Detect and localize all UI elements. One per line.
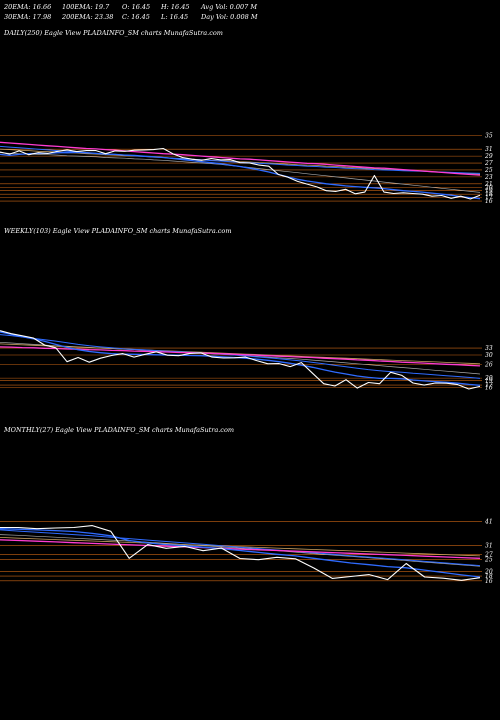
weekly-y-tick-label: 19 — [485, 377, 493, 384]
day-vol-label: Day Vol: 0.008 M — [201, 13, 258, 21]
monthly-y-tick-label: 27 — [484, 552, 493, 559]
weekly-chart-title: WEEKLY(103) Eagle View PLADAINFO_SM char… — [4, 227, 232, 235]
monthly-ema-blue-line — [0, 528, 481, 578]
monthly-y-tick-label: 16 — [485, 578, 493, 585]
daily-ema-blue-line — [0, 151, 481, 200]
ema30-label: 30EMA: 17.98 — [4, 13, 52, 21]
daily-y-tick-label: 16 — [485, 198, 493, 205]
weekly-y-tick-label: 16 — [485, 384, 493, 391]
ema100-label: 100EMA: 19.7 — [62, 3, 110, 11]
monthly-price-line — [0, 525, 481, 581]
monthly-ema-tan-line — [0, 537, 481, 557]
monthly-y-tick-label: 41 — [484, 519, 493, 526]
weekly-y-tick-label: 33 — [485, 345, 493, 352]
monthly-y-tick-label: 31 — [485, 542, 493, 549]
daily-y-tick-label: 35 — [485, 132, 493, 139]
weekly-ema-blue-line — [0, 331, 481, 386]
weekly-y-tick-label: 20 — [484, 375, 493, 382]
monthly-ema-magenta-line — [0, 539, 481, 559]
monthly-y-tick-label: 18 — [485, 573, 493, 580]
monthly-chart-title: MONTHLY(27) Eagle View PLADAINFO_SM char… — [4, 426, 235, 434]
monthly-ema-gray-line — [0, 534, 481, 567]
daily-ema-magenta-line — [0, 141, 481, 176]
daily-y-tick-label: 17 — [485, 195, 493, 202]
close-label: C: 16.45 — [122, 13, 150, 21]
ema200-label: 200EMA: 23.38 — [62, 13, 114, 21]
weekly-ema-magenta-line — [0, 346, 481, 367]
daily-y-tick-label: 19 — [485, 188, 493, 195]
daily-y-tick-label: 21 — [484, 181, 493, 188]
daily-chart-title: DAILY(250) Eagle View PLADAINFO_SM chart… — [4, 29, 223, 37]
weekly-y-tick-label: 26 — [484, 361, 493, 368]
high-label: H: 16.45 — [161, 3, 190, 11]
weekly-y-tick-label: 17 — [485, 382, 493, 389]
weekly-ema-blue-slow-line — [0, 334, 481, 379]
weekly-price-line — [0, 330, 481, 390]
daily-y-tick-label: 18 — [485, 191, 493, 198]
open-label: O: 16.45 — [122, 3, 151, 11]
ema20-label: 20EMA: 16.66 — [4, 3, 52, 11]
daily-y-tick-label: 23 — [484, 174, 493, 181]
monthly-ema-blue-slow-line — [0, 529, 481, 567]
daily-y-tick-label: 25 — [484, 167, 493, 174]
avg-vol-label: Avg Vol: 0.007 M — [201, 3, 258, 11]
daily-y-tick-label: 31 — [485, 146, 493, 153]
daily-price-line — [0, 147, 481, 200]
weekly-ema-tan-line — [0, 343, 481, 365]
weekly-y-tick-label: 30 — [485, 352, 493, 359]
daily-y-tick-label: 20 — [484, 184, 493, 191]
daily-y-tick-label: 29 — [484, 153, 493, 160]
low-label: L: 16.45 — [161, 13, 189, 21]
monthly-y-tick-label: 20 — [484, 568, 493, 575]
monthly-y-tick-label: 25 — [484, 556, 493, 563]
daily-y-tick-label: 27 — [484, 160, 493, 167]
